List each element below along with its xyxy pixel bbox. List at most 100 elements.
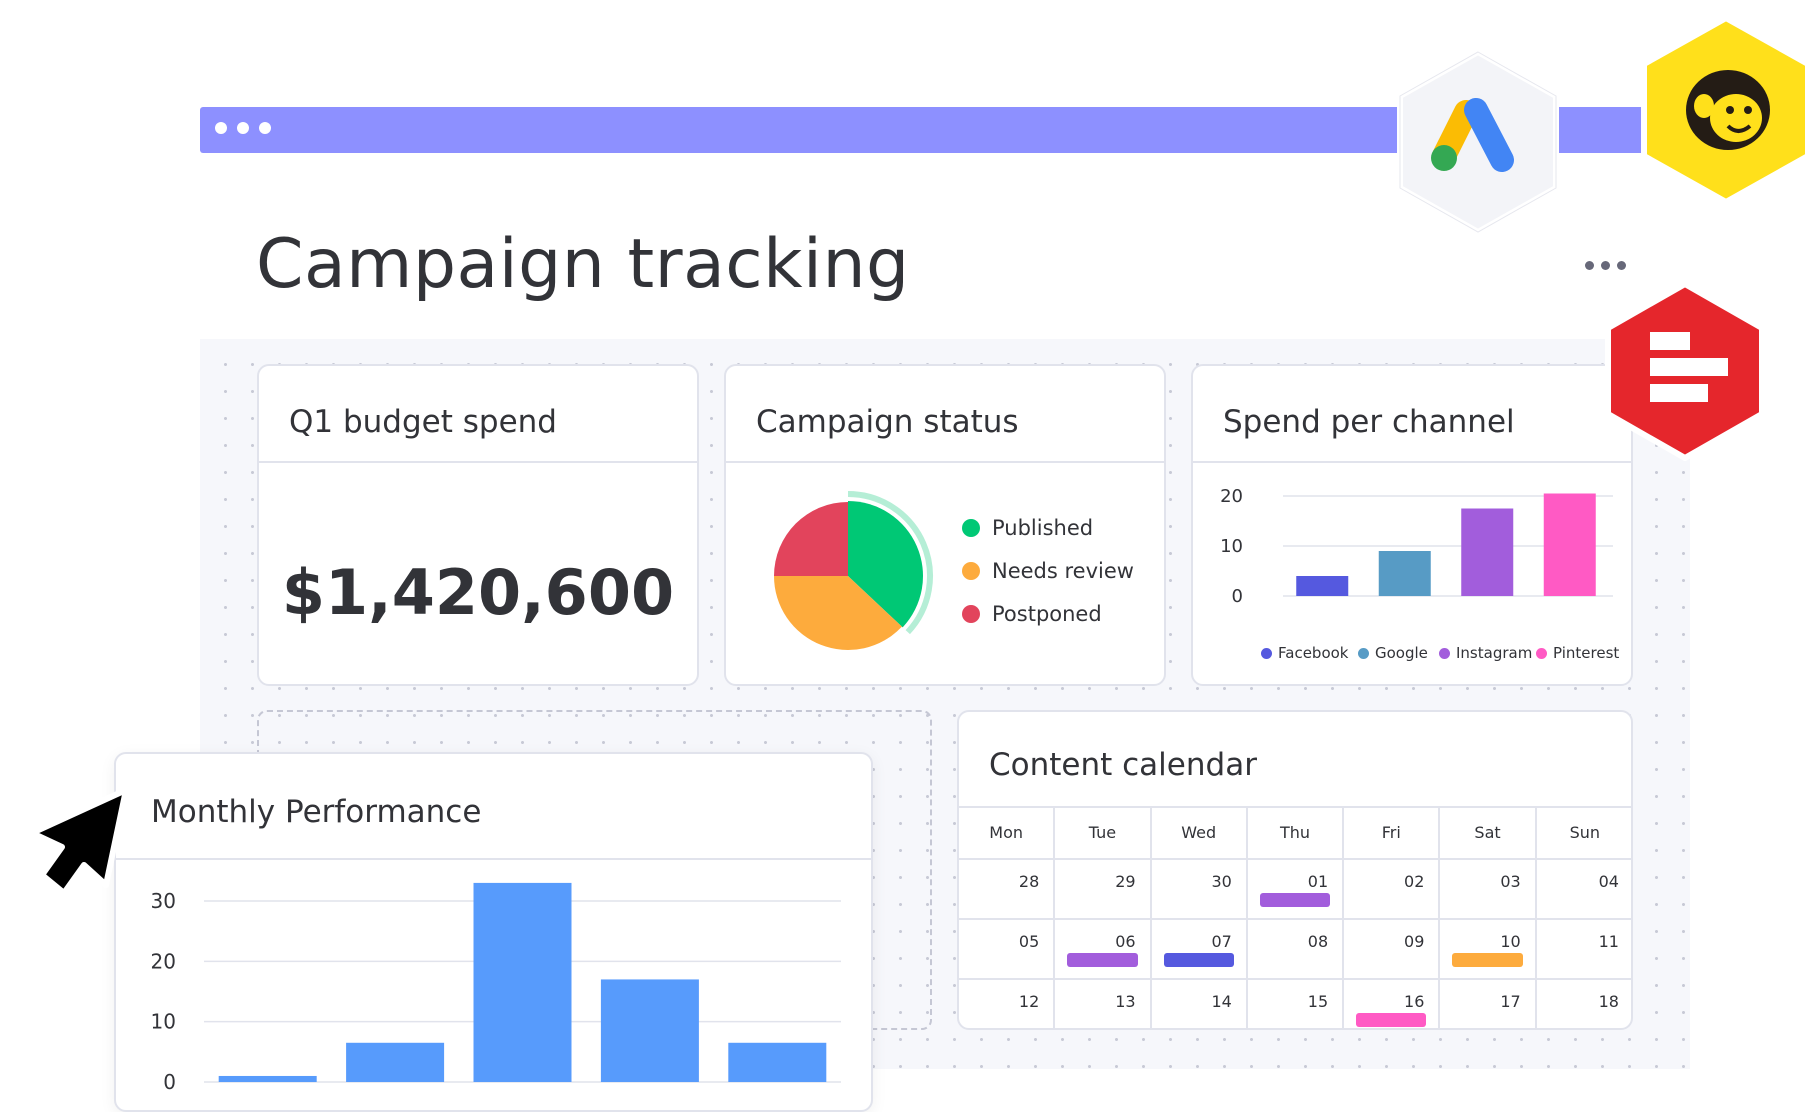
y-tick-label: 20 <box>1220 486 1243 507</box>
window-dot-icon[interactable] <box>215 122 227 134</box>
calendar-day-number: 06 <box>1115 932 1136 951</box>
calendar-day-cell[interactable]: 17 <box>1440 980 1537 1028</box>
calendar-day-cell[interactable]: 09 <box>1344 920 1441 978</box>
calendar-weekday: Mon <box>959 808 1056 858</box>
legend-item-google: Google <box>1358 644 1428 662</box>
calendar-day-cell[interactable]: 13 <box>1055 980 1152 1028</box>
divider <box>726 461 1164 463</box>
legend-dot <box>962 562 980 580</box>
legend-label: Published <box>992 516 1094 540</box>
calendar-event[interactable] <box>1067 953 1138 967</box>
calendar-day-number: 18 <box>1598 992 1619 1011</box>
red-app-icon[interactable] <box>1602 280 1768 462</box>
legend-label: Facebook <box>1278 644 1349 662</box>
calendar-day-number: 05 <box>1018 932 1040 951</box>
monthly-widget[interactable]: Monthly Performance 30 20 10 0 <box>114 752 873 1112</box>
window-dot-icon[interactable] <box>259 122 271 134</box>
legend-label: Pinterest <box>1553 644 1620 662</box>
calendar-weekday: Thu <box>1248 808 1345 858</box>
calendar-day-number: 02 <box>1404 872 1425 891</box>
calendar-day-number: 29 <box>1115 872 1136 891</box>
calendar-day-cell[interactable]: 30 <box>1152 860 1248 918</box>
status-pie-chart[interactable] <box>766 486 946 666</box>
legend-item-facebook: Facebook <box>1261 644 1348 662</box>
calendar-week-row: 28 29 30 01 02 03 04 <box>959 858 1631 918</box>
calendar-day-cell[interactable]: 01 <box>1248 860 1345 918</box>
calendar-day-cell[interactable]: 04 <box>1537 860 1631 918</box>
legend-dot <box>962 519 980 537</box>
calendar-day-number: 07 <box>1211 932 1232 951</box>
legend-item-published: Published <box>962 516 1093 540</box>
google-ads-icon[interactable] <box>1392 48 1564 236</box>
calendar-week-row: 12 13 14 15 16 17 18 <box>959 978 1631 1028</box>
calendar-day-number: 01 <box>1307 872 1329 891</box>
calendar-day-number: 14 <box>1211 992 1232 1011</box>
channel-widget[interactable]: Spend per channel 20 10 0 Facebook Google … <box>1191 364 1633 686</box>
window-controls[interactable] <box>215 122 271 134</box>
budget-widget[interactable]: Q1 budget spend $1,420,600 <box>257 364 699 686</box>
pie-slice-postponed <box>774 502 848 576</box>
calendar-event[interactable] <box>1259 893 1331 907</box>
calendar-day-number: 30 <box>1211 872 1232 891</box>
calendar-widget[interactable]: Content calendar Mon Tue Wed Thu Fri Sat Sun 28… <box>957 710 1633 1030</box>
widget-title: Campaign status <box>756 404 1019 440</box>
legend-label: Google <box>1375 644 1428 662</box>
calendar-day-cell[interactable]: 28 <box>959 860 1056 918</box>
more-options-icon[interactable] <box>1585 261 1626 270</box>
bar-month-4 <box>600 979 699 1082</box>
calendar-day-number: 15 <box>1307 992 1329 1011</box>
y-tick-label: 0 <box>1232 586 1243 607</box>
calendar-day-cell[interactable]: 08 <box>1248 920 1345 978</box>
legend-dot <box>1261 647 1272 659</box>
bar-month-3 <box>473 882 572 1082</box>
calendar-day-cell[interactable]: 10 <box>1440 920 1537 978</box>
calendar-weekday: Wed <box>1152 808 1248 858</box>
calendar-day-cell[interactable]: 06 <box>1055 920 1152 978</box>
status-widget[interactable]: Campaign status Published Needs review P… <box>724 364 1166 686</box>
page-title: Campaign tracking <box>256 225 910 304</box>
calendar-event[interactable] <box>1163 953 1234 967</box>
calendar-weekday: Sat <box>1440 808 1537 858</box>
calendar-day-cell[interactable]: 05 <box>959 920 1056 978</box>
divider <box>116 858 871 860</box>
legend-label: Postponed <box>992 602 1102 626</box>
window-dot-icon[interactable] <box>237 122 249 134</box>
pie-slice-published <box>848 501 923 628</box>
y-tick-label: 0 <box>163 1070 176 1094</box>
calendar-day-cell[interactable]: 16 <box>1344 980 1441 1028</box>
monthly-bar-chart[interactable]: 30 20 10 0 <box>116 879 871 1109</box>
legend-dot <box>962 605 980 623</box>
calendar-week-row: 05 06 07 08 09 10 11 <box>959 918 1631 978</box>
calendar-weekday: Sun <box>1569 823 1601 842</box>
calendar-event[interactable] <box>1452 953 1523 967</box>
calendar-day-number: 08 <box>1307 932 1329 951</box>
calendar-day-number: 10 <box>1500 932 1521 951</box>
widget-title: Q1 budget spend <box>289 404 557 440</box>
calendar-day-cell[interactable]: 14 <box>1152 980 1248 1028</box>
calendar-weekday: Tue <box>1055 808 1152 858</box>
bar-google <box>1378 551 1431 596</box>
calendar-day-cell[interactable]: 15 <box>1248 980 1345 1028</box>
calendar-weekday-row: Mon Tue Wed Thu Fri Sat Sun <box>959 806 1631 858</box>
calendar-event[interactable] <box>1356 1013 1427 1027</box>
calendar-day-cell[interactable]: 12 <box>959 980 1056 1028</box>
calendar-day-cell[interactable]: 29 <box>1055 860 1152 918</box>
calendar-grid: Mon Tue Wed Thu Fri Sat Sun 28 29 30 01 02 03 04 05 06 0… <box>959 806 1631 1028</box>
budget-value: $1,420,600 <box>281 556 675 629</box>
calendar-day-cell[interactable]: 18 <box>1537 980 1631 1028</box>
y-tick-label: 10 <box>1220 536 1243 557</box>
bar-month-1 <box>218 1075 317 1082</box>
calendar-day-cell[interactable]: 11 <box>1537 920 1631 978</box>
bar-facebook <box>1296 576 1349 596</box>
legend-label: Needs review <box>992 559 1134 583</box>
mailchimp-icon[interactable] <box>1638 14 1814 206</box>
cursor-arrow-icon <box>29 787 129 896</box>
calendar-day-number: 28 <box>1018 872 1040 891</box>
bar-month-2 <box>346 1042 445 1082</box>
channel-bar-chart[interactable]: 20 10 0 <box>1193 476 1633 626</box>
calendar-day-cell[interactable]: 02 <box>1344 860 1441 918</box>
calendar-day-cell[interactable]: 07 <box>1152 920 1248 978</box>
y-tick-label: 30 <box>151 889 176 913</box>
calendar-weekday: Fri <box>1344 808 1441 858</box>
calendar-day-cell[interactable]: 03 <box>1440 860 1537 918</box>
